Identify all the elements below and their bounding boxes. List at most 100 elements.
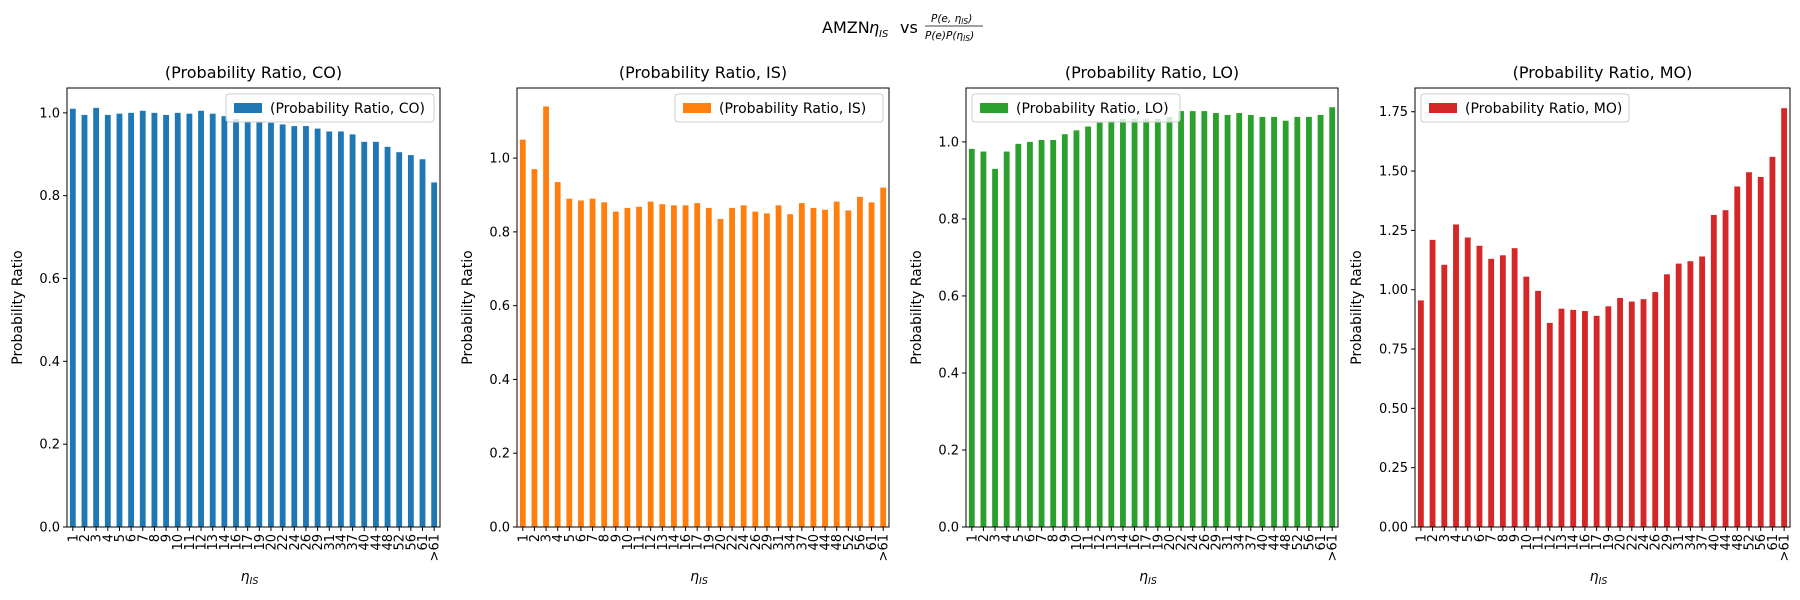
bar <box>1546 322 1553 527</box>
x-tick-label: 7 <box>586 534 601 542</box>
x-tick-label: 26 <box>1198 534 1213 551</box>
y-tick-label: 0.0 <box>938 521 959 536</box>
bar <box>431 182 438 527</box>
x-tick-label: 34 <box>1684 534 1699 551</box>
bar <box>209 113 216 527</box>
bar <box>384 146 391 527</box>
bar <box>1535 290 1541 527</box>
bar <box>116 113 123 527</box>
y-tick-label: 1.25 <box>1379 224 1408 239</box>
axes-frame <box>965 87 1339 528</box>
x-tick-label: >61 <box>428 534 443 561</box>
x-tick-label: 7 <box>1485 534 1500 542</box>
x-tick-label: 1 <box>965 534 980 542</box>
x-tick-label: 4 <box>101 534 116 542</box>
x-tick-label: 44 <box>369 534 384 551</box>
y-tick-label: 0.6 <box>489 299 510 314</box>
x-tick-label: 12 <box>1543 534 1558 551</box>
x-tick-label: 13 <box>1105 534 1120 551</box>
x-tick-label: 40 <box>1707 534 1722 551</box>
subplot-1: (Probability Ratio, IS) 0.0 0.2 0.4 0.6 0.8 1.… <box>460 63 892 587</box>
bar <box>1003 151 1010 527</box>
bar <box>775 205 782 527</box>
legend-box <box>971 93 1181 123</box>
y-axis-label: Probability Ratio <box>909 250 925 364</box>
fraction-denominator-sub: IS <box>963 34 970 43</box>
bar <box>1593 315 1600 527</box>
bar <box>69 108 76 527</box>
bar <box>1640 299 1647 527</box>
bar <box>139 110 146 527</box>
bar <box>1417 300 1424 527</box>
x-tick-label: 12 <box>1093 534 1108 551</box>
bar <box>1096 122 1103 527</box>
subplot-title: (Probability Ratio, MO) <box>1513 63 1693 82</box>
x-tick-label: 34 <box>1233 534 1248 551</box>
x-axis-label: ηIS <box>1590 569 1608 587</box>
x-tick-label: 20 <box>1614 534 1629 551</box>
bar <box>822 209 828 527</box>
x-tick-label: 3 <box>90 534 105 542</box>
svg-text:P(e, ηIS): P(e, ηIS) <box>931 13 972 26</box>
bar <box>787 214 794 527</box>
bar <box>717 218 724 527</box>
x-tick-label: 22 <box>726 534 741 551</box>
x-tick-label: 19 <box>1602 534 1617 551</box>
legend-label: (Probability Ratio, CO) <box>270 101 425 117</box>
y-tick-label: 0.50 <box>1379 402 1408 417</box>
bar <box>174 112 181 527</box>
x-tick-label: 61 <box>416 534 431 551</box>
fraction-numerator-sub: IS <box>961 17 968 26</box>
legend: (Probability Ratio, CO) <box>225 93 435 123</box>
x-tick-label: 11 <box>1082 534 1097 551</box>
x-tick-label: 13 <box>1555 534 1570 551</box>
x-tick-label: 24 <box>1637 534 1652 551</box>
bar <box>268 122 274 527</box>
fraction-denominator: P(e)P(η <box>925 30 963 42</box>
bar <box>1236 113 1243 527</box>
y-tick-label: 1.0 <box>938 135 959 150</box>
x-tick-label: 10 <box>171 534 186 551</box>
x-tick-label: 8 <box>598 534 613 542</box>
x-tick-label: 14 <box>1567 534 1582 551</box>
x-tick-label: 19 <box>702 534 717 551</box>
y-tick-label: 0.2 <box>938 443 959 458</box>
figure-title-fraction: P(e, ηIS) P(e)P(ηIS) <box>925 13 983 43</box>
x-tick-label: 26 <box>299 534 314 551</box>
legend: (Probability Ratio, IS) <box>674 93 884 123</box>
bar <box>1453 224 1459 527</box>
x-tick-label: 9 <box>1508 534 1523 542</box>
bar <box>291 126 298 528</box>
legend-swatch <box>980 103 1008 113</box>
x-tick-label: 14 <box>218 534 233 551</box>
bar <box>1710 214 1717 528</box>
x-tick-label: 5 <box>563 534 578 542</box>
x-tick-label: 14 <box>1116 534 1131 551</box>
x-tick-label: 29 <box>760 534 775 551</box>
bar <box>1488 258 1495 527</box>
x-tick-label: 7 <box>136 534 151 542</box>
x-tick-label: 31 <box>1672 534 1687 551</box>
bar <box>372 141 379 527</box>
bar <box>1306 116 1312 527</box>
figure-title: AMZN η IS vs P(e, ηIS) P(e)P(ηIS) <box>822 13 983 43</box>
figure-title-eta-sub: IS <box>879 29 889 40</box>
bar <box>1294 116 1301 527</box>
bar <box>992 168 998 528</box>
bar <box>1085 126 1091 527</box>
x-tick-label: 26 <box>1649 534 1664 551</box>
x-tick-label: 61 <box>1766 534 1781 551</box>
bar <box>1617 298 1624 527</box>
bar <box>1224 114 1231 527</box>
x-tick-label: 34 <box>334 534 349 551</box>
bar <box>361 141 368 527</box>
bar <box>519 139 526 527</box>
x-tick-label: 48 <box>381 534 396 551</box>
bar-series <box>519 106 887 528</box>
subplot-2: (Probability Ratio, LO) 0.0 0.2 0.4 0.6 0.8 1.… <box>909 63 1341 587</box>
bar <box>1166 116 1173 527</box>
subplots: (Probability Ratio, CO) 0.0 0.2 0.4 0.6 0.8 1.… <box>10 63 1793 587</box>
bar <box>833 201 840 527</box>
x-tick-label: 10 <box>1520 534 1535 551</box>
x-axis-label-sub: IS <box>699 576 708 587</box>
